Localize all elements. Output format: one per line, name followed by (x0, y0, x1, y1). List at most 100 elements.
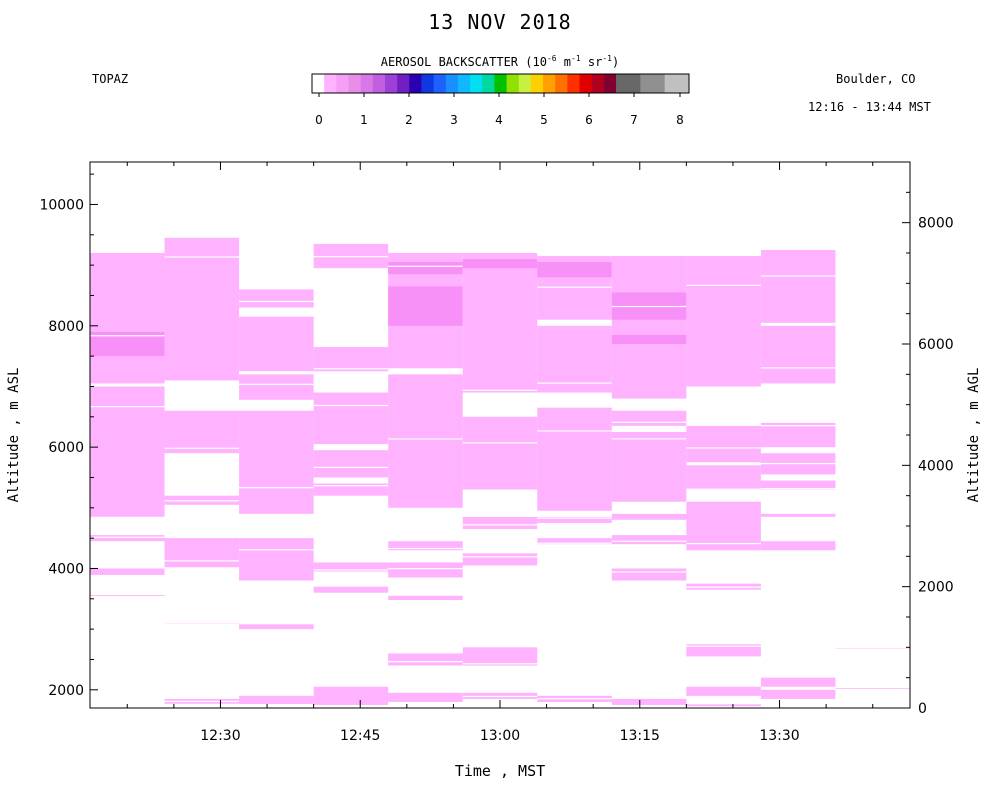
backscatter-band (686, 704, 761, 707)
band-gap-line (164, 700, 240, 702)
colorbar-swatch (312, 74, 325, 93)
backscatter-band (164, 410, 240, 454)
band-gap-line (835, 690, 910, 692)
backscatter-band-strong (611, 334, 687, 344)
band-gap-line (686, 645, 761, 647)
band-gap-line (90, 596, 165, 598)
band-gap-line (164, 256, 240, 258)
colorbar-tick-label: 8 (676, 113, 684, 127)
colorbar-tick-label: 1 (360, 113, 368, 127)
profile-column (611, 256, 687, 705)
band-gap-line (760, 425, 836, 427)
backscatter-band (760, 541, 836, 551)
band-gap-line (611, 438, 687, 440)
x-tick-label: 12:45 (340, 728, 380, 744)
colorbar-tick-label: 0 (315, 113, 323, 127)
colorbar-title: AEROSOL BACKSCATTER (10-6 m-1 sr-1) (300, 54, 700, 69)
band-gap-line (537, 542, 612, 544)
backscatter-band-strong (388, 262, 463, 275)
backscatter-band (686, 425, 761, 463)
backscatter-band (239, 316, 314, 372)
profile-column (239, 289, 314, 706)
backscatter-band (611, 410, 687, 426)
colorbar-tick-label: 7 (630, 113, 638, 127)
colorbar-swatch (676, 74, 690, 93)
backscatter-band (537, 516, 612, 523)
backscatter-band (686, 644, 761, 657)
colorbar-title-mid2: sr (580, 55, 603, 69)
band-gap-line (164, 500, 240, 502)
backscatter-band-strong (388, 286, 463, 326)
band-gap-line (686, 542, 761, 545)
profile-column (164, 237, 240, 704)
location-label: Boulder, CO (836, 72, 916, 86)
colorbar-swatch (360, 74, 374, 93)
band-gap-line (760, 367, 836, 369)
band-gap-line (90, 335, 165, 337)
backscatter-band (313, 686, 389, 705)
band-gap-line (90, 516, 165, 519)
band-gap-line (611, 421, 687, 423)
site-name: TOPAZ (92, 72, 129, 86)
colorbar-swatch (494, 74, 508, 93)
backscatter-band (686, 256, 761, 387)
colorbar-swatch (409, 74, 422, 93)
backscatter-band (537, 325, 612, 393)
backscatter-band (686, 501, 761, 551)
band-gap-line (462, 389, 538, 391)
backscatter-band (686, 686, 761, 696)
band-gap-line (388, 568, 463, 570)
band-gap-line (164, 621, 240, 624)
backscatter-band (388, 653, 463, 666)
backscatter-band (239, 624, 314, 630)
backscatter-band (388, 562, 463, 578)
backscatter-band (388, 692, 463, 702)
band-gap-line (164, 447, 240, 449)
band-gap-line (313, 569, 389, 571)
y-axis-label-right: Altitude , m AGL (966, 367, 982, 503)
colorbar-title-exp2: -1 (571, 54, 581, 63)
backscatter-band (388, 374, 463, 508)
band-gap-line (388, 547, 463, 550)
backscatter-band (90, 568, 165, 576)
band-gap-line (388, 600, 463, 602)
x-tick-label: 13:00 (480, 728, 520, 744)
band-gap-line (239, 487, 314, 489)
band-gap-line (537, 430, 612, 432)
backscatter-band (462, 647, 538, 666)
band-gap-line (239, 383, 314, 385)
band-gap-line (462, 442, 538, 444)
colorbar-title-exp3: -1 (602, 54, 612, 63)
band-gap-line (611, 519, 687, 522)
x-axis-label: Time , MST (454, 762, 546, 780)
colorbar-title-prefix: AEROSOL BACKSCATTER (10 (380, 55, 547, 69)
band-gap-line (537, 286, 612, 288)
colorbar-swatch (372, 74, 386, 93)
backscatter-band (388, 595, 463, 601)
colorbar-tick-label: 4 (495, 113, 503, 127)
backscatter-band (313, 562, 389, 572)
profile-column (537, 256, 612, 702)
band-gap-line (164, 560, 240, 562)
colorbar-swatch (421, 74, 435, 93)
band-gap-line (239, 371, 314, 373)
chart-title: 13 NOV 2018 (428, 10, 572, 34)
band-gap-line (239, 549, 314, 551)
colorbar-tick-label: 2 (405, 113, 413, 127)
colorbar-swatch (652, 74, 666, 93)
y-tick-label-left: 6000 (48, 440, 84, 456)
colorbar-swatch (530, 74, 544, 93)
colorbar-swatch (664, 74, 678, 93)
backscatter-band (760, 480, 836, 490)
backscatter-band (313, 586, 389, 593)
colorbar-swatch (640, 74, 654, 93)
backscatter-band (90, 386, 165, 517)
backscatter-band (611, 568, 687, 581)
profile-column (686, 256, 761, 707)
colorbar-swatch (603, 74, 617, 93)
backscatter-band (760, 677, 836, 687)
colorbar-tick-label: 6 (585, 113, 593, 127)
y-tick-label-right: 2000 (918, 580, 954, 596)
band-gap-line (462, 524, 538, 526)
colorbar: 0 1 2 3 4 5 6 7 8 (311, 73, 690, 127)
